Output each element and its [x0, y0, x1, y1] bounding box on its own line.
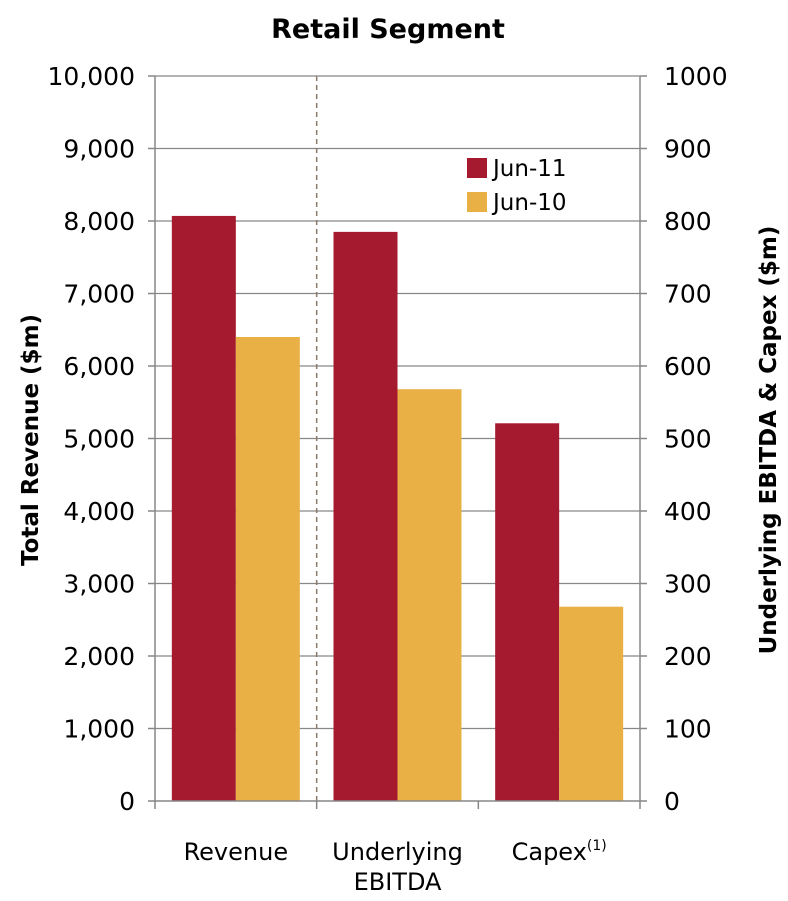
y-tick-label-right: 300	[664, 570, 712, 599]
legend: Jun-11 Jun-10	[467, 156, 567, 216]
legend-label: Jun-11	[491, 156, 567, 182]
y-axis-label-left: Total Revenue ($m)	[18, 314, 44, 566]
y-tick-label-left: 10,000	[48, 62, 135, 91]
bar-jun-10-1	[397, 389, 462, 801]
y-tick-label-left: 3,000	[63, 570, 135, 599]
right-tick-labels: 0 100 200 300 400 500 600 700 800 900 1000	[664, 62, 728, 816]
y-tick-label-right: 500	[664, 425, 712, 454]
left-tick-labels: 0 1,000 2,000 3,000 4,000 5,000 6,000 7,000 8,00…	[48, 62, 135, 816]
y-tick-label-left: 4,000	[63, 497, 135, 526]
y-tick-label-right: 400	[664, 497, 712, 526]
bar-jun-11-2	[495, 423, 560, 801]
y-tick-label-right: 0	[664, 787, 680, 816]
y-tick-label-right: 200	[664, 642, 712, 671]
y-tick-label-left: 0	[119, 787, 135, 816]
bar-jun-11-0	[171, 215, 236, 802]
y-tick-label-left: 7,000	[63, 280, 135, 309]
y-tick-label-right: 700	[664, 280, 712, 309]
axes	[148, 75, 647, 809]
y-tick-label-right: 1000	[664, 62, 728, 91]
y-tick-label-left: 2,000	[63, 642, 135, 671]
y-tick-label-left: 6,000	[63, 352, 135, 381]
chart-title: Retail Segment	[271, 14, 505, 45]
y-tick-label-right: 900	[664, 135, 712, 164]
category-label: Capex(1)	[512, 838, 607, 866]
category-label: Underlying EBITDA	[332, 838, 463, 896]
bar-jun-10-0	[235, 337, 300, 801]
category-label: Revenue	[184, 838, 289, 866]
y-tick-label-right: 600	[664, 352, 712, 381]
legend-label: Jun-10	[491, 190, 567, 216]
bar-jun-11-1	[333, 231, 398, 801]
bar-jun-10-2	[559, 606, 624, 801]
legend-swatch	[467, 192, 487, 212]
y-tick-label-left: 8,000	[63, 207, 135, 236]
bars	[171, 215, 624, 802]
y-tick-label-right: 100	[664, 715, 712, 744]
y-tick-label-left: 9,000	[63, 135, 135, 164]
y-tick-label-left: 5,000	[63, 425, 135, 454]
legend-swatch	[467, 158, 487, 178]
y-axis-label-right: Underlying EBITDA & Capex ($m)	[756, 226, 782, 655]
category-labels: Revenue Underlying EBITDA Capex(1)	[184, 838, 607, 896]
y-tick-label-right: 800	[664, 207, 712, 236]
y-tick-label-left: 1,000	[63, 715, 135, 744]
